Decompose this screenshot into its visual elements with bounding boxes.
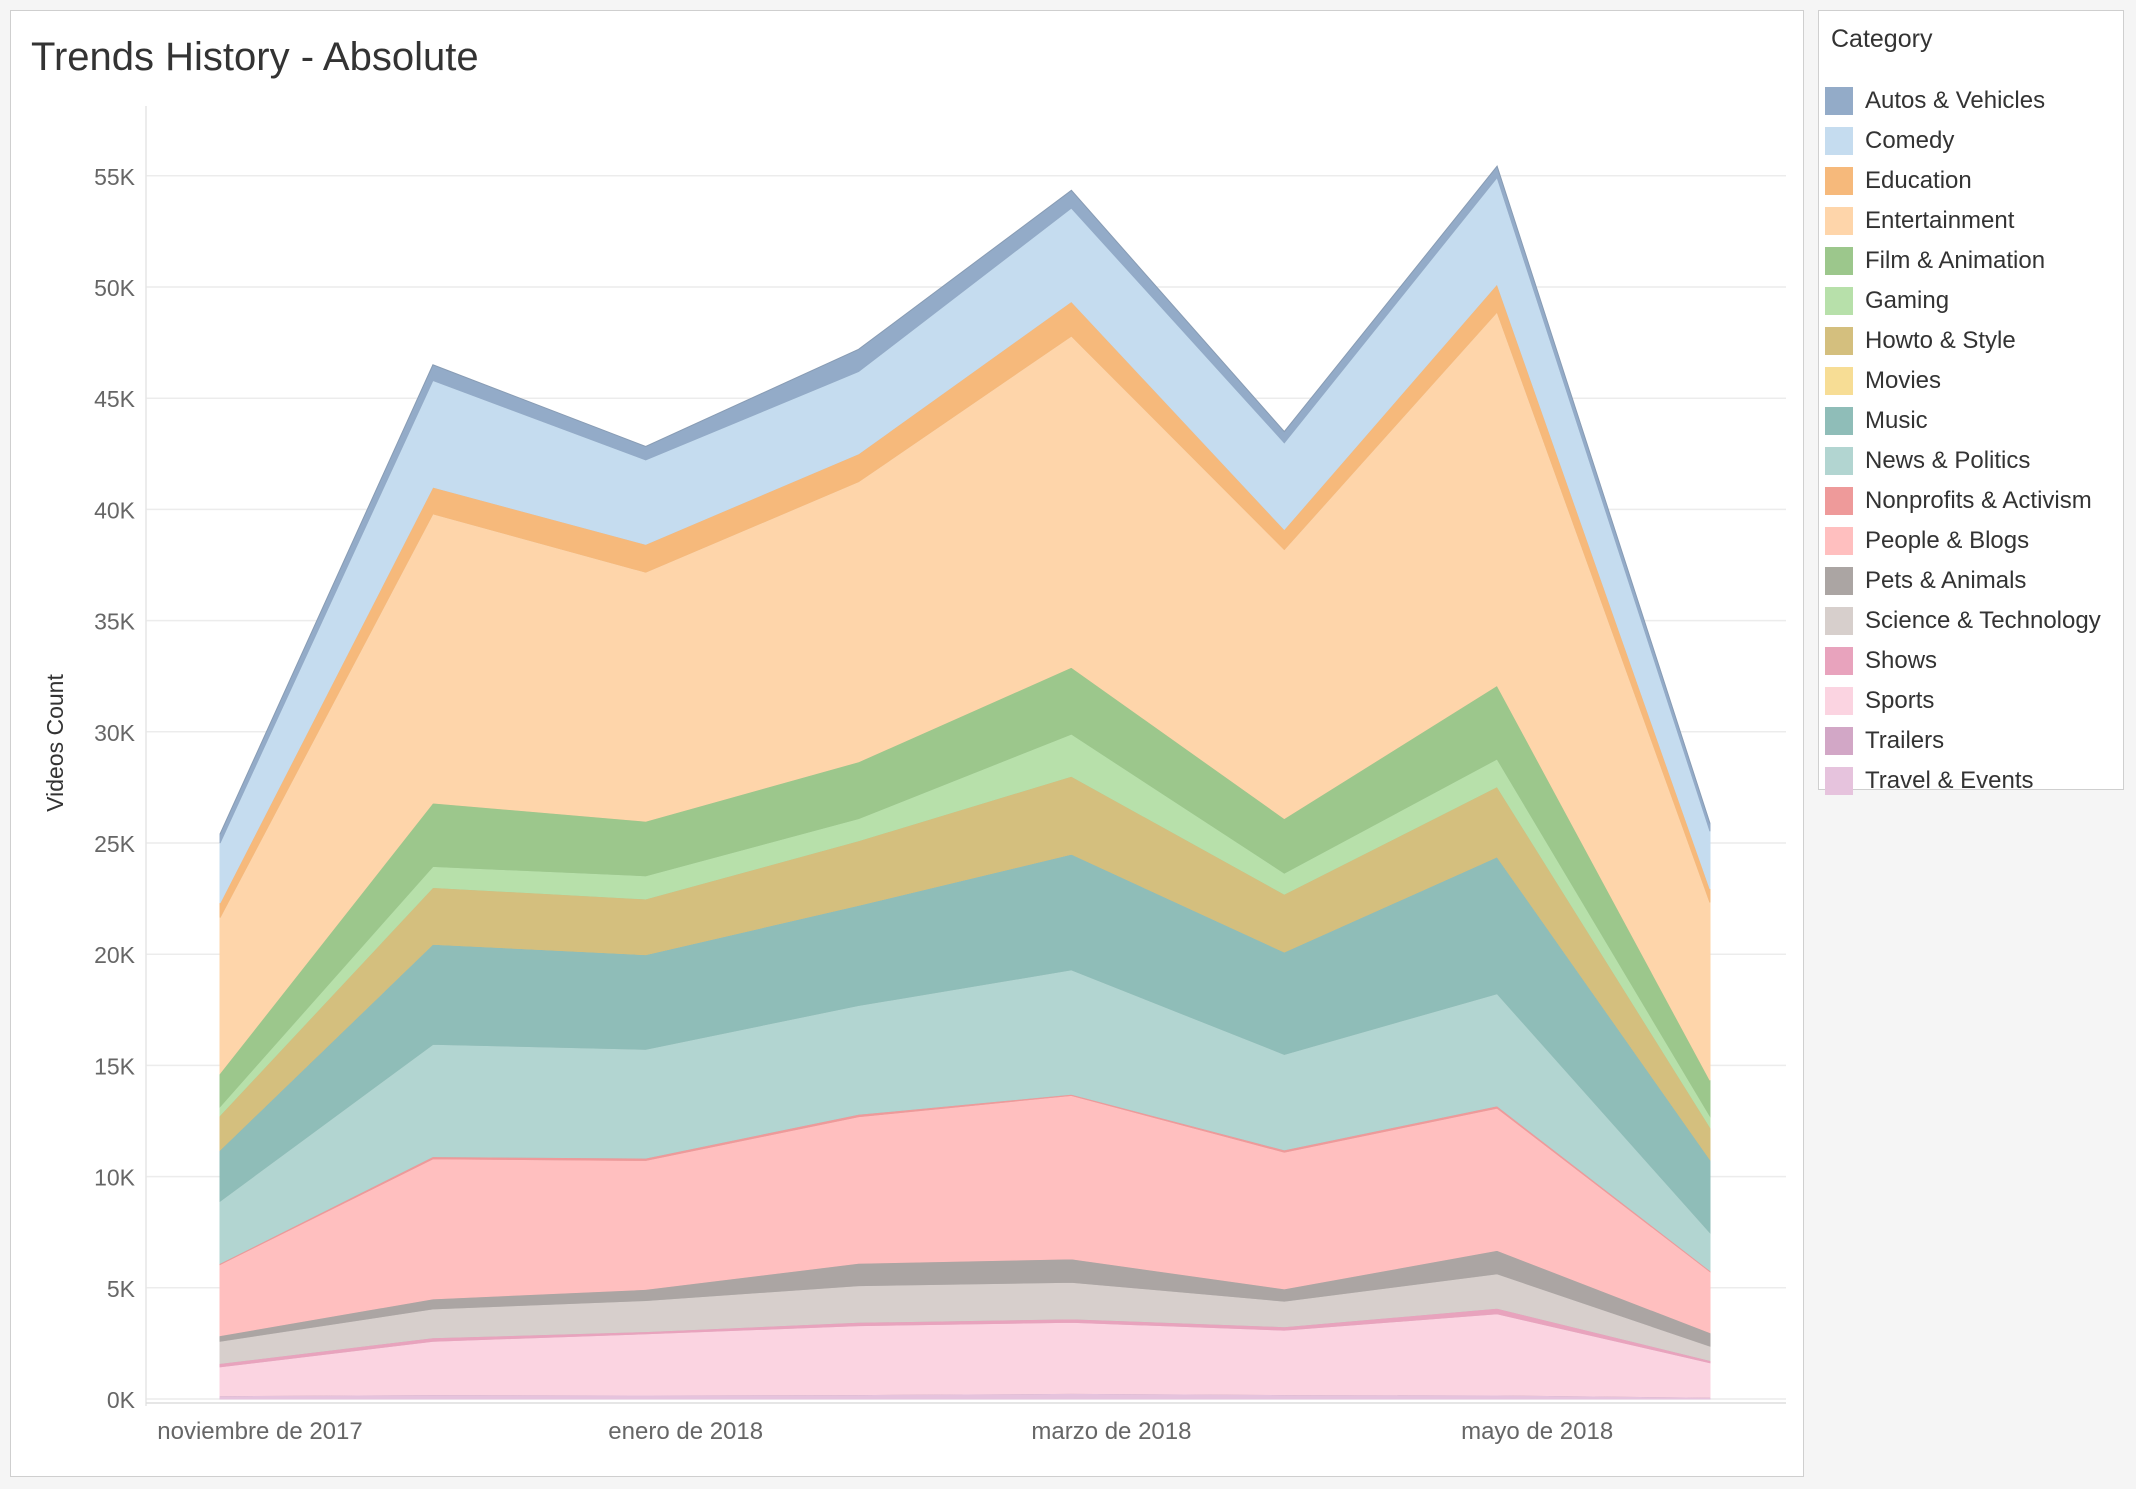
legend-item-trailers[interactable]: Trailers	[1825, 723, 2121, 759]
y-tick-label: 45K	[94, 386, 136, 412]
legend-item-howto-and-style[interactable]: Howto & Style	[1825, 323, 2121, 359]
area-series-layer	[219, 165, 1711, 1400]
legend-item-pets-and-animals[interactable]: Pets & Animals	[1825, 563, 2121, 599]
y-tick-label: 10K	[94, 1165, 136, 1191]
legend-label: People & Blogs	[1865, 527, 2030, 554]
legend-label: Movies	[1865, 367, 1942, 394]
legend-label: News & Politics	[1865, 447, 2031, 474]
legend-item-comedy[interactable]: Comedy	[1825, 123, 2121, 159]
legend-label: Nonprofits & Activism	[1865, 487, 2092, 514]
legend-item-entertainment[interactable]: Entertainment	[1825, 203, 2121, 239]
legend-swatch	[1825, 567, 1853, 595]
legend-label: Shows	[1865, 647, 1938, 674]
y-tick-label: 50K	[94, 275, 136, 301]
legend-item-sports[interactable]: Sports	[1825, 683, 2121, 719]
legend-swatch	[1825, 367, 1853, 395]
legend-label: Music	[1865, 407, 1928, 434]
chart-title: Trends History - Absolute	[31, 35, 479, 79]
legend-label: Education	[1865, 167, 1972, 194]
x-tick-label: mayo de 2018	[1461, 1418, 1613, 1445]
legend-swatch	[1825, 167, 1853, 195]
legend-swatch	[1825, 287, 1853, 315]
legend-swatch	[1825, 607, 1853, 635]
x-tick-label: marzo de 2018	[1031, 1418, 1191, 1445]
y-tick-label: 35K	[94, 609, 136, 635]
x-tick-label: enero de 2018	[608, 1418, 763, 1445]
legend-swatch	[1825, 527, 1853, 555]
legend-label: Film & Animation	[1865, 247, 2046, 274]
legend-item-movies[interactable]: Movies	[1825, 363, 2121, 399]
y-tick-label: 0K	[107, 1387, 136, 1413]
area-edge-autos-and-vehicles	[219, 165, 1711, 835]
y-tick-label: 30K	[94, 720, 136, 746]
legend-item-science-and-technology[interactable]: Science & Technology	[1825, 603, 2121, 639]
legend-swatch	[1825, 727, 1853, 755]
y-tick-label: 25K	[94, 831, 136, 857]
legend-item-autos-and-vehicles[interactable]: Autos & Vehicles	[1825, 83, 2121, 119]
legend-swatch	[1825, 127, 1853, 155]
legend-item-film-and-animation[interactable]: Film & Animation	[1825, 243, 2121, 279]
legend-label: Howto & Style	[1865, 327, 2016, 354]
legend-item-gaming[interactable]: Gaming	[1825, 283, 2121, 319]
legend-swatch	[1825, 487, 1853, 515]
legend-swatch	[1825, 207, 1853, 235]
legend-item-nonprofits-and-activism[interactable]: Nonprofits & Activism	[1825, 483, 2121, 519]
axes: 0K 5K 10K 15K 20K 25K 30K 35K 40K 45K 50K 55K noviem…	[94, 106, 1786, 1445]
legend-swatch	[1825, 327, 1853, 355]
legend-label: Comedy	[1865, 127, 1955, 154]
legend-label: Science & Technology	[1865, 607, 2101, 634]
legend-item-travel-and-events[interactable]: Travel & Events	[1825, 763, 2121, 799]
legend-item-education[interactable]: Education	[1825, 163, 2121, 199]
legend-label: Gaming	[1865, 287, 1950, 314]
x-tick-label: noviembre de 2017	[157, 1418, 362, 1445]
legend-label: Travel & Events	[1865, 767, 2034, 794]
legend-swatch	[1825, 447, 1853, 475]
legend-swatch	[1825, 407, 1853, 435]
legend-item-people-and-blogs[interactable]: People & Blogs	[1825, 523, 2121, 559]
legend-label: Autos & Vehicles	[1865, 87, 2046, 114]
y-tick-label: 5K	[107, 1276, 136, 1302]
y-axis-label: Videos Count	[42, 674, 68, 812]
legend-swatch	[1825, 687, 1853, 715]
legend-swatch	[1825, 87, 1853, 115]
y-tick-label: 40K	[94, 497, 136, 523]
y-tick-label: 20K	[94, 942, 136, 968]
legend-swatch	[1825, 767, 1853, 795]
legend-swatch	[1825, 647, 1853, 675]
area-chart: 0K 5K 10K 15K 20K 25K 30K 35K 40K 45K 50K 55K noviem…	[42, 106, 1786, 1445]
legend-item-music[interactable]: Music	[1825, 403, 2121, 439]
legend-label: Entertainment	[1865, 207, 2015, 234]
y-tick-label: 15K	[94, 1053, 136, 1079]
legend: Category Autos & Vehicles Comedy Education…	[1818, 10, 2124, 795]
legend-item-news-and-politics[interactable]: News & Politics	[1825, 443, 2121, 479]
legend-swatch	[1825, 247, 1853, 275]
legend-item-shows[interactable]: Shows	[1825, 643, 2121, 679]
chart-panel: Trends History - Absolute 0K 5K 10K 15K 20K 2…	[10, 10, 1804, 1477]
area-autos-and-vehicles[interactable]	[219, 165, 1711, 844]
legend-label: Sports	[1865, 687, 1935, 714]
legend-title: Category	[1831, 25, 1933, 53]
legend-label: Pets & Animals	[1865, 567, 2027, 594]
legend-label: Trailers	[1865, 727, 1945, 754]
y-tick-label: 55K	[94, 164, 136, 190]
